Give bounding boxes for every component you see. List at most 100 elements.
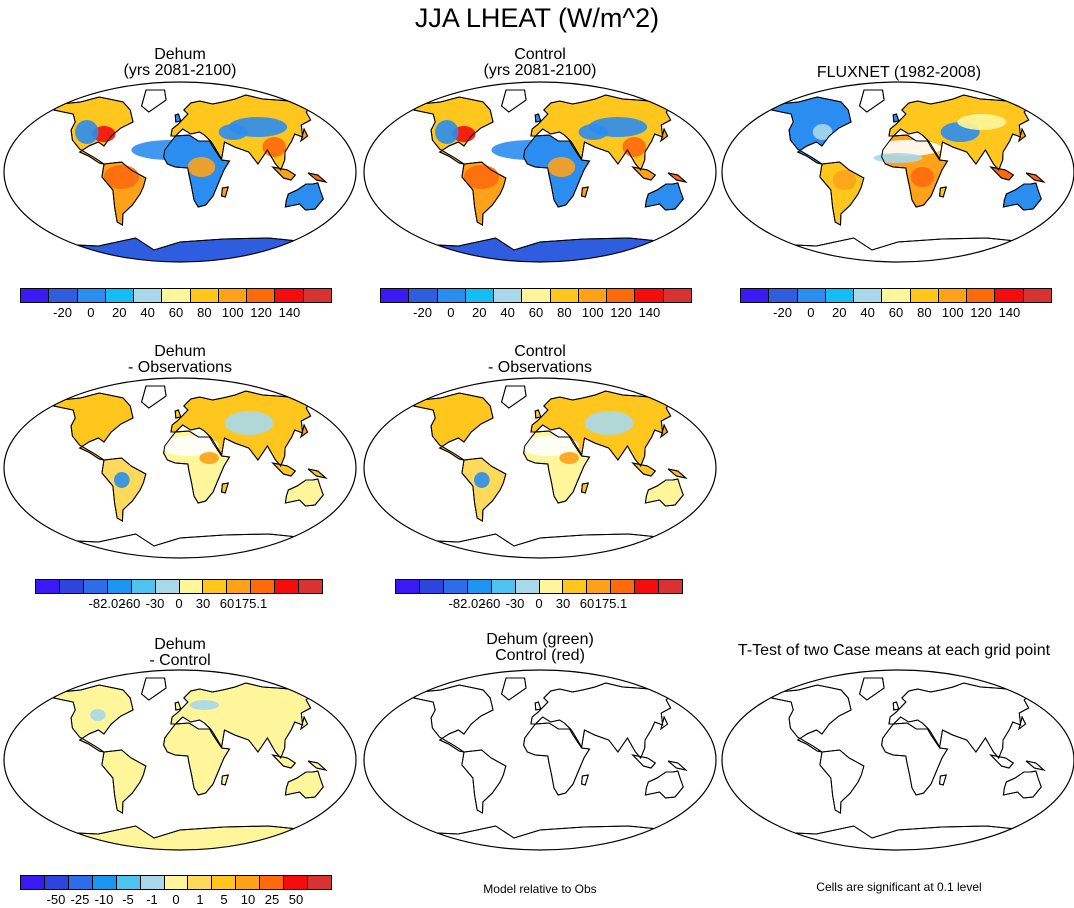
panel-title-dehum: Dehum (yrs 2081-2100)	[123, 46, 237, 79]
panel-title-dehum-control: Dehum - Control	[149, 636, 211, 669]
coastline-japan	[300, 127, 309, 143]
colorbar-tick-label: 60	[579, 596, 595, 611]
map-border	[721, 81, 1074, 263]
coastline-africa	[163, 430, 231, 504]
colorbar-swatch	[741, 289, 770, 302]
panel-title-fluxnet: FLUXNET (1982-2008)	[816, 64, 982, 81]
colorbar-swatch	[607, 289, 636, 302]
coastline-indonesia	[631, 462, 657, 477]
landmass-namerica	[770, 684, 852, 753]
coastline-samerica	[461, 749, 507, 814]
coastline-samerica	[101, 749, 147, 814]
coastline-newguinea	[667, 172, 688, 183]
colorbar-swatch	[825, 289, 855, 302]
colorbar-swatch	[465, 289, 495, 302]
colorbar-swatch	[218, 289, 248, 302]
coastline-madagascar	[221, 186, 229, 198]
colorbar-swatch	[36, 580, 60, 593]
colorbar-tick-label: 0	[447, 305, 455, 320]
colorbar-tick-label: 20	[832, 305, 847, 320]
coastline-eurasia	[888, 682, 1031, 759]
colorbar-swatch	[190, 289, 219, 302]
colorbar-swatch	[491, 580, 516, 593]
colorbar-tick-label: 100	[221, 305, 244, 320]
coastline-indonesia	[271, 462, 297, 477]
colorbar-swatch	[308, 876, 331, 889]
coastline-eurasia	[530, 390, 673, 467]
field-patch	[832, 170, 857, 190]
colorbar-swatch	[188, 876, 213, 889]
coastline-newguinea	[307, 760, 328, 771]
colorbar-swatch	[92, 876, 117, 889]
field-patch	[812, 124, 833, 140]
coastline-uk	[892, 113, 900, 123]
map-border	[3, 669, 357, 851]
coastline-uk	[892, 701, 900, 711]
colorbar-swatch	[105, 289, 135, 302]
coastline-africa	[881, 722, 949, 796]
colorbar-swatch	[140, 876, 165, 889]
colorbar-tick-label: 60	[528, 305, 544, 320]
coastline-indonesia	[631, 166, 657, 181]
coastline-namerica	[770, 684, 852, 753]
colorbar-tick-label: -20	[413, 305, 432, 320]
coastline-africa	[523, 134, 591, 208]
coastline-uk	[174, 409, 182, 419]
colorbar-swatch	[381, 289, 410, 302]
coastline-australia	[644, 182, 684, 211]
landmass-eurasia	[888, 682, 1031, 759]
coastline-namerica	[52, 96, 134, 165]
colorbar-tick-label: 40	[860, 305, 875, 320]
panel-title-ttest: T-Test of two Case means at each grid po…	[737, 642, 1051, 659]
colorbar-tick-label: -20	[773, 305, 792, 320]
colorbar-tick-label: 60	[219, 596, 235, 611]
field-patch	[622, 137, 646, 157]
colorbar-swatch	[419, 580, 444, 593]
colorbar-swatch	[68, 876, 93, 889]
coastline-madagascar	[939, 774, 947, 786]
field-patch	[957, 114, 1007, 130]
coastline-newguinea	[667, 468, 688, 479]
map-border	[721, 669, 1074, 851]
colorbar-tick-label: 40	[140, 305, 155, 320]
colorbar-swatch	[437, 289, 466, 302]
colorbar-tick-label: 80	[557, 305, 572, 320]
colorbar-fluxnet: -20 0 20 40 60 80 100 120 140	[740, 288, 1052, 321]
note-significance: Cells are significant at 0.1 level	[816, 880, 982, 894]
landmass-samerica	[101, 457, 147, 522]
field-patch	[224, 411, 274, 435]
field-patch	[435, 120, 459, 144]
colorbar-swatch	[77, 289, 106, 302]
coastline-eurasia	[170, 94, 313, 171]
field-patch	[262, 137, 286, 157]
colorbar-tick-label: -30	[145, 596, 165, 611]
colorbar-tick-label: 175.1	[594, 596, 628, 611]
colorbar-tick-label: -25	[70, 892, 90, 907]
colorbar-tick-label: 20	[472, 305, 487, 320]
coastline-uk	[174, 701, 182, 711]
colorbar-tick-label: 0	[172, 892, 180, 907]
colorbar-tick-label: -82.02	[88, 596, 126, 611]
field-patch	[474, 472, 490, 488]
field-patch	[189, 700, 219, 710]
landmass-namerica	[770, 96, 852, 165]
landmass-namerica	[412, 684, 494, 753]
colorbar-tick-label: 80	[917, 305, 932, 320]
colorbar-tick-label: 100	[581, 305, 604, 320]
landmass-samerica	[461, 457, 507, 522]
colorbar-tick-label: 0	[535, 596, 543, 611]
coastline-japan	[1018, 715, 1027, 731]
landmass-africa	[881, 722, 949, 796]
coastline-greenland	[859, 677, 885, 701]
colorbar-swatch	[494, 289, 523, 302]
colorbar-swatch	[967, 289, 996, 302]
landmass-samerica	[461, 749, 507, 814]
colorbar-swatch	[247, 289, 276, 302]
coastline-newguinea	[1025, 172, 1046, 183]
coastline-antarctica	[413, 825, 670, 850]
coastline-namerica	[770, 96, 852, 165]
colorbar-tick-label: -1	[146, 892, 158, 907]
colorbar-swatch	[83, 580, 108, 593]
coastline-greenland	[501, 385, 527, 409]
field-patch	[578, 124, 608, 140]
